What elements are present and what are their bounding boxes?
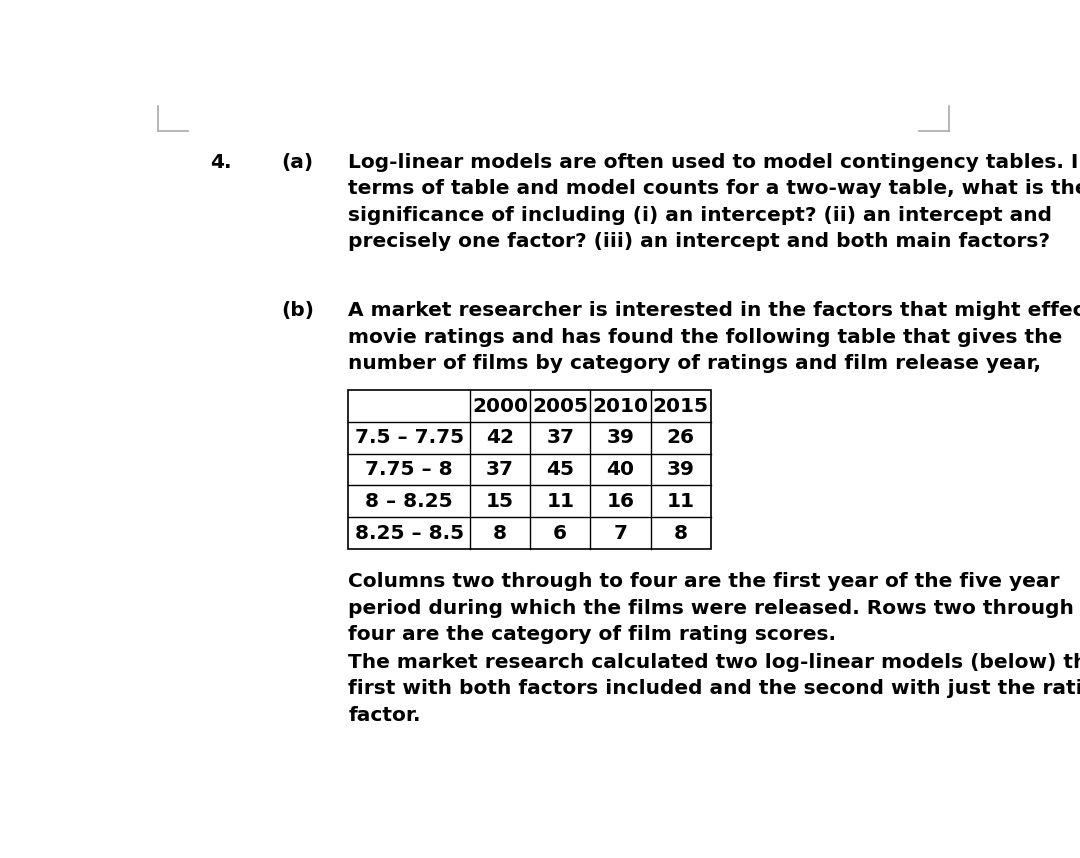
Text: Log-linear models are often used to model contingency tables. In
terms of table : Log-linear models are often used to mode… <box>349 153 1080 251</box>
Text: 37: 37 <box>546 428 575 447</box>
Text: (a): (a) <box>282 153 313 172</box>
Text: A market researcher is interested in the factors that might effect
movie ratings: A market researcher is interested in the… <box>349 301 1080 373</box>
Text: 7.75 – 8: 7.75 – 8 <box>365 460 453 479</box>
Text: 11: 11 <box>546 492 575 511</box>
Text: 40: 40 <box>607 460 634 479</box>
Text: 8: 8 <box>674 523 688 542</box>
Text: 8 – 8.25: 8 – 8.25 <box>365 492 453 511</box>
Text: 16: 16 <box>607 492 634 511</box>
Text: 11: 11 <box>666 492 694 511</box>
Text: 39: 39 <box>607 428 634 447</box>
Text: The market research calculated two log-linear models (below) the
first with both: The market research calculated two log-l… <box>349 653 1080 725</box>
Text: 37: 37 <box>486 460 514 479</box>
Text: 6: 6 <box>553 523 567 542</box>
Text: 42: 42 <box>486 428 514 447</box>
Text: 8.25 – 8.5: 8.25 – 8.5 <box>354 523 463 542</box>
Text: 39: 39 <box>666 460 694 479</box>
Text: 7: 7 <box>613 523 627 542</box>
Text: 26: 26 <box>666 428 694 447</box>
Text: 2010: 2010 <box>593 396 648 416</box>
Text: 2000: 2000 <box>472 396 528 416</box>
Text: 4.: 4. <box>211 153 232 172</box>
Text: Columns two through to four are the first year of the five year
period during wh: Columns two through to four are the firs… <box>349 572 1080 644</box>
Text: 8: 8 <box>492 523 507 542</box>
Text: 15: 15 <box>486 492 514 511</box>
Text: 2005: 2005 <box>532 396 589 416</box>
Text: 2015: 2015 <box>652 396 708 416</box>
Bar <box>349 390 711 549</box>
Text: 7.5 – 7.75: 7.5 – 7.75 <box>354 428 463 447</box>
Text: (b): (b) <box>282 301 314 320</box>
Text: 45: 45 <box>546 460 575 479</box>
